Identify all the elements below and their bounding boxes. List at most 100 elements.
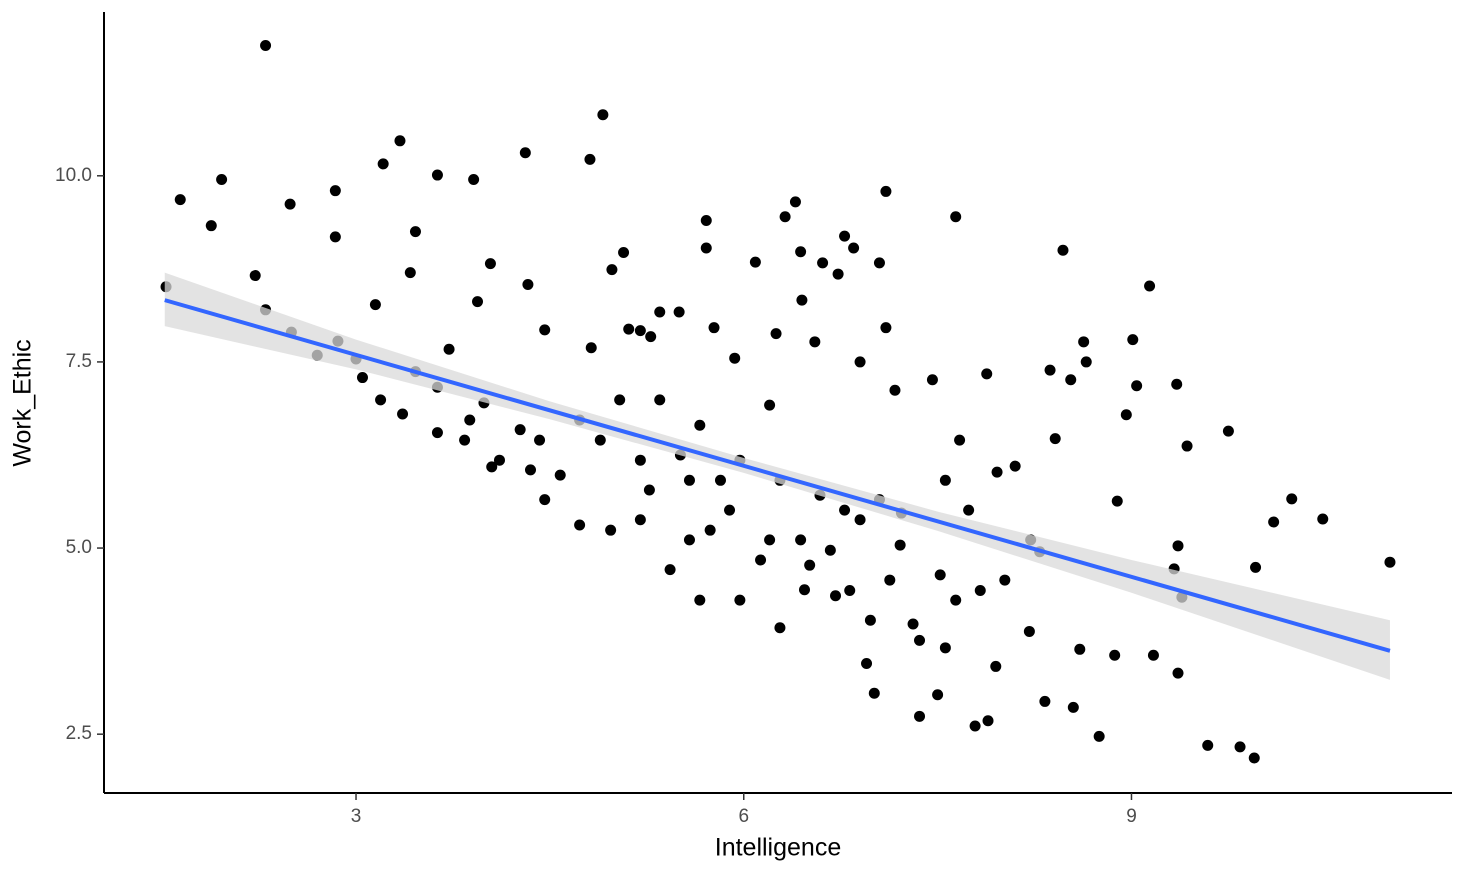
point: [683, 534, 695, 546]
point: [1080, 356, 1092, 368]
point: [774, 622, 786, 634]
point: [734, 594, 746, 606]
point: [798, 584, 810, 596]
point: [789, 196, 801, 208]
point: [839, 230, 851, 242]
point: [605, 524, 617, 536]
point: [618, 246, 630, 258]
point: [1074, 643, 1086, 655]
y-tick-label: 2.5: [66, 723, 92, 744]
point: [1131, 380, 1143, 392]
point: [468, 174, 480, 186]
point: [522, 278, 534, 290]
point: [796, 294, 808, 306]
point: [907, 618, 919, 630]
point: [493, 454, 505, 466]
x-tick-label: 9: [1126, 806, 1137, 827]
point: [950, 594, 962, 606]
point: [673, 306, 685, 318]
point: [779, 211, 791, 223]
point: [1127, 334, 1139, 346]
point: [1144, 280, 1156, 292]
point: [999, 574, 1011, 586]
point: [260, 40, 272, 52]
point: [809, 336, 821, 348]
point: [614, 394, 626, 406]
point: [597, 109, 609, 121]
y-axis-title: Work_Ethic: [9, 339, 37, 466]
y-tick-label: 10.0: [55, 165, 92, 186]
point: [832, 268, 844, 280]
point: [934, 569, 946, 581]
point: [634, 325, 646, 337]
point: [1234, 741, 1246, 753]
point: [634, 514, 646, 526]
point: [795, 534, 807, 546]
point: [914, 710, 926, 722]
point: [770, 328, 782, 340]
point: [700, 242, 712, 254]
point: [714, 474, 726, 486]
point: [1078, 336, 1090, 348]
point: [1109, 649, 1121, 661]
point: [216, 174, 228, 186]
point: [484, 258, 496, 270]
point: [1384, 556, 1396, 568]
point: [1181, 440, 1193, 452]
point: [174, 194, 186, 206]
point: [1049, 433, 1061, 445]
point: [356, 372, 368, 384]
point: [708, 322, 720, 334]
point: [991, 466, 1003, 478]
point: [1222, 425, 1234, 437]
point: [873, 257, 885, 269]
point: [654, 394, 666, 406]
x-axis-title: Intelligence: [715, 834, 841, 862]
point: [249, 270, 261, 282]
point: [534, 434, 546, 446]
point: [585, 342, 597, 354]
point: [982, 715, 994, 727]
point: [634, 454, 646, 466]
point: [932, 689, 944, 701]
point: [868, 687, 880, 699]
fit-line: [164, 298, 1391, 653]
point: [1250, 561, 1262, 573]
point: [1044, 364, 1056, 376]
point: [554, 469, 566, 481]
point: [764, 399, 776, 411]
point: [880, 322, 892, 334]
point: [519, 147, 531, 159]
point: [645, 331, 657, 343]
point: [539, 494, 551, 506]
point: [1111, 495, 1123, 507]
point: [1065, 374, 1077, 386]
point: [486, 461, 498, 473]
point: [284, 198, 296, 210]
point: [795, 246, 807, 258]
point: [764, 534, 776, 546]
point: [1067, 701, 1079, 713]
point: [889, 384, 901, 396]
point: [369, 299, 381, 311]
point: [884, 574, 896, 586]
point: [431, 169, 443, 181]
point: [914, 634, 926, 646]
point: [830, 590, 842, 602]
point: [839, 504, 851, 516]
point: [861, 657, 873, 669]
point: [1039, 695, 1051, 707]
point: [443, 343, 455, 355]
point: [1093, 730, 1105, 742]
point: [329, 231, 341, 243]
point: [981, 368, 993, 380]
point: [375, 394, 387, 406]
point: [1171, 378, 1183, 390]
point: [409, 226, 421, 238]
point: [1172, 540, 1184, 552]
point: [377, 158, 389, 170]
x-tick-label: 6: [738, 806, 749, 827]
point: [394, 135, 406, 147]
point: [539, 324, 551, 336]
